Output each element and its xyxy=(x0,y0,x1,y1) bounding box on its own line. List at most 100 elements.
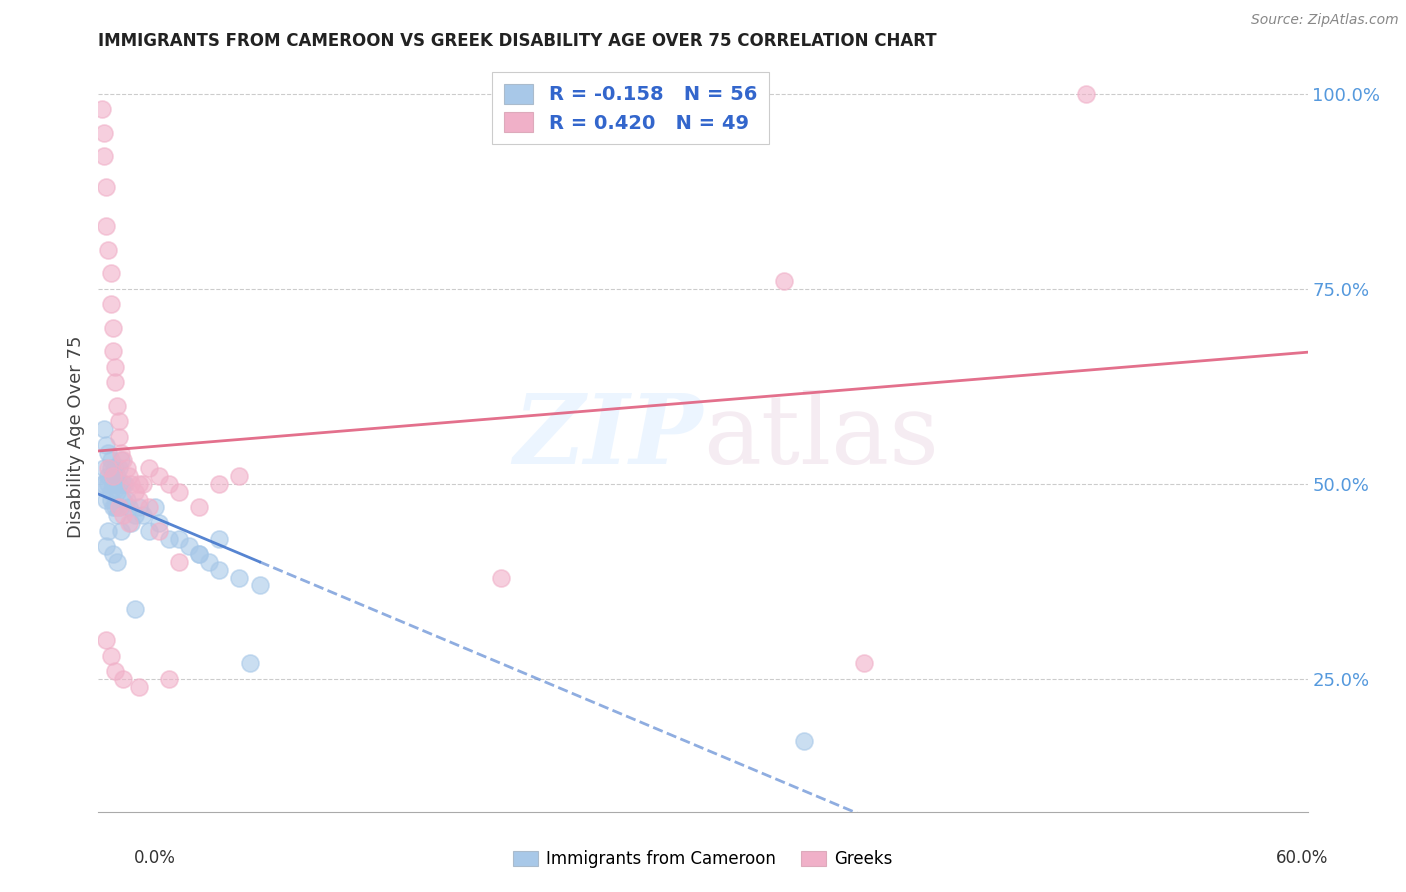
Point xyxy=(793,734,815,748)
Point xyxy=(179,539,201,553)
Legend: Immigrants from Cameroon, Greeks: Immigrants from Cameroon, Greeks xyxy=(506,844,900,875)
Point xyxy=(1074,87,1097,101)
Point xyxy=(105,508,128,523)
Point xyxy=(93,476,115,491)
Text: 60.0%: 60.0% xyxy=(1277,849,1329,867)
Point xyxy=(772,274,794,288)
Point xyxy=(157,672,180,686)
Point xyxy=(96,219,118,234)
Point xyxy=(96,539,118,553)
Point xyxy=(107,415,129,429)
Point xyxy=(124,484,146,499)
Point xyxy=(107,461,129,475)
Point xyxy=(128,680,150,694)
Point xyxy=(97,446,120,460)
Point xyxy=(110,524,132,538)
Point xyxy=(110,453,132,467)
Point xyxy=(97,461,120,475)
Point xyxy=(132,508,155,523)
Point xyxy=(93,422,115,436)
Point xyxy=(167,555,190,569)
Point xyxy=(97,243,120,257)
Point xyxy=(249,578,271,592)
Text: atlas: atlas xyxy=(703,390,939,484)
Legend: R = -0.158   N = 56, R = 0.420   N = 49: R = -0.158 N = 56, R = 0.420 N = 49 xyxy=(492,72,769,145)
Point xyxy=(105,469,128,483)
Point xyxy=(96,492,118,507)
Point xyxy=(103,476,125,491)
Point xyxy=(103,359,125,374)
Point xyxy=(107,500,129,515)
Point xyxy=(97,524,120,538)
Point xyxy=(128,500,150,515)
Point xyxy=(101,321,124,335)
Point xyxy=(107,430,129,444)
Point xyxy=(208,563,231,577)
Point xyxy=(128,492,150,507)
Point xyxy=(148,524,170,538)
Point xyxy=(115,492,138,507)
Point xyxy=(100,297,122,311)
Point xyxy=(100,492,122,507)
Point xyxy=(107,476,129,491)
Point xyxy=(105,484,128,499)
Point xyxy=(115,461,138,475)
Point xyxy=(208,532,231,546)
Point xyxy=(100,461,122,475)
Point xyxy=(111,492,134,507)
Point xyxy=(101,469,124,483)
Point xyxy=(111,508,134,523)
Point xyxy=(101,469,124,483)
Point xyxy=(103,500,125,515)
Point xyxy=(100,484,122,499)
Point xyxy=(138,500,160,515)
Point xyxy=(167,484,190,499)
Point xyxy=(138,524,160,538)
Point xyxy=(148,516,170,530)
Point xyxy=(103,664,125,679)
Point xyxy=(107,500,129,515)
Point xyxy=(188,547,211,561)
Point xyxy=(105,399,128,413)
Text: IMMIGRANTS FROM CAMEROON VS GREEK DISABILITY AGE OVER 75 CORRELATION CHART: IMMIGRANTS FROM CAMEROON VS GREEK DISABI… xyxy=(98,32,936,50)
Point xyxy=(148,469,170,483)
Point xyxy=(93,126,115,140)
Point xyxy=(100,453,122,467)
Point xyxy=(228,571,250,585)
Y-axis label: Disability Age Over 75: Disability Age Over 75 xyxy=(66,335,84,539)
Point xyxy=(157,532,180,546)
Point xyxy=(120,516,142,530)
Point xyxy=(101,547,124,561)
Point xyxy=(111,672,134,686)
Point xyxy=(208,476,231,491)
Point xyxy=(111,476,134,491)
Point xyxy=(120,476,142,491)
Point xyxy=(111,453,134,467)
Point xyxy=(143,500,166,515)
Point xyxy=(128,476,150,491)
Point xyxy=(103,461,125,475)
Point xyxy=(96,633,118,648)
Point xyxy=(198,555,221,569)
Text: 0.0%: 0.0% xyxy=(134,849,176,867)
Point xyxy=(93,149,115,163)
Point xyxy=(96,438,118,452)
Point xyxy=(491,571,513,585)
Point xyxy=(124,602,146,616)
Point xyxy=(97,476,120,491)
Point xyxy=(114,476,136,491)
Point xyxy=(93,461,115,475)
Point xyxy=(132,476,155,491)
Point xyxy=(91,476,114,491)
Point xyxy=(118,500,141,515)
Point xyxy=(228,469,250,483)
Point xyxy=(124,508,146,523)
Point xyxy=(118,516,141,530)
Point xyxy=(91,103,114,117)
Point xyxy=(188,547,211,561)
Point xyxy=(118,469,141,483)
Point xyxy=(101,476,124,491)
Point xyxy=(100,648,122,663)
Point xyxy=(188,500,211,515)
Text: Source: ZipAtlas.com: Source: ZipAtlas.com xyxy=(1251,13,1399,28)
